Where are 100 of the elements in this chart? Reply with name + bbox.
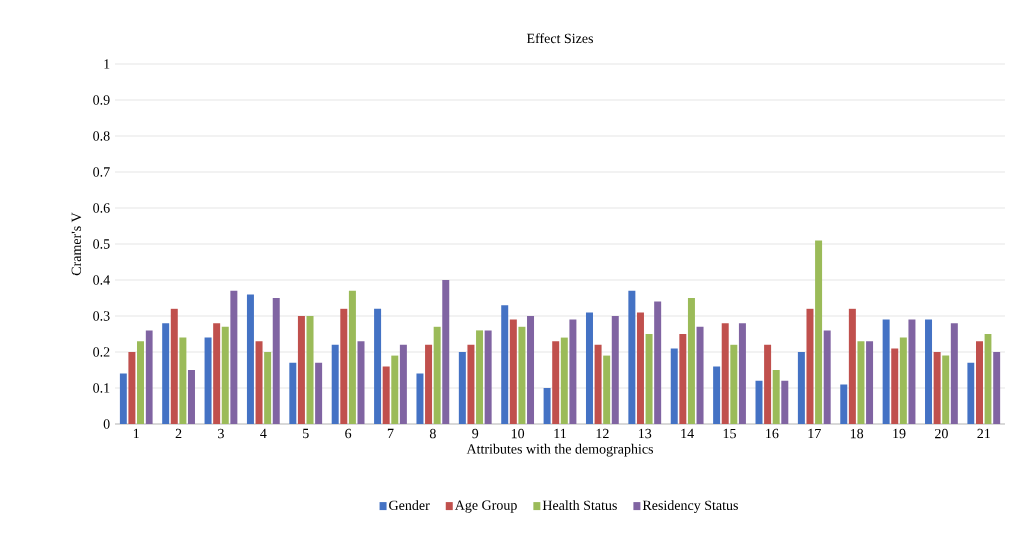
legend-label: Residency Status	[642, 500, 738, 513]
bar	[899, 337, 907, 424]
bar	[772, 369, 780, 424]
bar	[866, 341, 874, 424]
bar	[569, 319, 577, 424]
x-tick-label: 18	[850, 428, 864, 439]
bar	[730, 344, 738, 424]
bar	[289, 362, 297, 424]
bar	[425, 344, 433, 424]
bar	[781, 380, 789, 424]
bar	[187, 369, 195, 424]
bar	[315, 362, 323, 424]
y-tick-label: 1	[104, 59, 110, 69]
bar	[755, 380, 763, 424]
x-tick-label: 14	[681, 428, 694, 439]
bar	[246, 294, 254, 424]
bar	[484, 330, 492, 424]
bar	[993, 351, 1001, 424]
bar	[137, 341, 144, 424]
bar	[331, 344, 339, 424]
x-tick-label: 8	[429, 428, 436, 439]
bar	[594, 344, 602, 424]
bar	[399, 344, 407, 424]
bar	[764, 344, 772, 424]
bar	[442, 279, 450, 424]
x-tick-label: 13	[638, 428, 652, 439]
bar	[264, 351, 272, 424]
bar	[585, 312, 593, 424]
x-tick-label: 2	[175, 428, 182, 439]
y-tick-label: 0.6	[93, 203, 110, 213]
bar	[306, 315, 314, 424]
bar	[933, 351, 941, 424]
x-tick-label: 15	[723, 428, 736, 439]
bar	[797, 351, 805, 424]
x-axis-title: Attributes with the demographics	[466, 443, 654, 457]
y-tick-label: 0	[103, 419, 110, 429]
bar	[950, 323, 958, 424]
bar	[297, 315, 305, 424]
bar	[687, 297, 695, 424]
bar	[518, 326, 526, 424]
bar	[272, 297, 280, 424]
x-tick-label: 9	[472, 428, 479, 439]
bar	[501, 305, 509, 424]
bar	[611, 315, 619, 424]
y-axis-title: Cramer's V	[71, 212, 82, 276]
bar	[806, 308, 814, 424]
x-tick-label: 5	[303, 428, 309, 439]
bar	[348, 290, 356, 424]
bar	[476, 330, 484, 424]
bar	[654, 301, 662, 424]
bar	[357, 341, 365, 424]
y-tick-label: 0.4	[93, 275, 110, 285]
bar	[382, 366, 390, 424]
bar	[823, 330, 831, 424]
bar	[738, 323, 746, 424]
bar	[119, 373, 127, 424]
x-tick-label: 3	[218, 428, 224, 439]
bar	[679, 333, 687, 424]
bar	[857, 341, 865, 424]
legend-label: Gender	[389, 500, 430, 511]
bar	[840, 384, 848, 424]
bar	[509, 319, 517, 424]
y-tick-label: 0.7	[93, 167, 110, 177]
bar	[713, 366, 721, 424]
x-tick-label: 21	[977, 428, 990, 439]
chart-title: Effect Sizes	[526, 33, 593, 44]
bar	[645, 333, 653, 424]
x-tick-label: 17	[808, 428, 821, 439]
bar	[967, 362, 975, 424]
bar	[543, 387, 551, 424]
y-tick-label: 0.9	[93, 95, 110, 105]
y-tick-label: 0.3	[93, 311, 110, 321]
bar	[815, 240, 823, 424]
bar	[925, 319, 933, 424]
x-tick-label: 16	[766, 428, 779, 439]
bar	[221, 326, 229, 424]
bar	[636, 312, 644, 424]
x-tick-label: 4	[260, 428, 267, 439]
legend-label: Health Status	[542, 500, 617, 511]
bar	[213, 323, 221, 424]
legend-label: Age Group	[454, 500, 517, 513]
bar	[255, 341, 263, 424]
bar	[416, 373, 424, 424]
x-tick-label: 11	[554, 428, 566, 439]
bar	[891, 348, 899, 424]
bar	[204, 337, 212, 424]
y-tick-label: 0.2	[93, 347, 110, 357]
bar	[721, 323, 729, 424]
bar	[170, 308, 178, 424]
bar	[391, 355, 399, 424]
x-tick-label: 19	[893, 428, 906, 439]
bar	[603, 355, 611, 424]
bar	[560, 337, 568, 424]
x-tick-label: 1	[133, 428, 139, 439]
bar	[527, 315, 535, 424]
bar	[848, 308, 856, 424]
bar	[230, 290, 238, 424]
bar	[467, 344, 475, 424]
y-tick-label: 0.8	[93, 131, 110, 141]
bar	[552, 341, 560, 424]
